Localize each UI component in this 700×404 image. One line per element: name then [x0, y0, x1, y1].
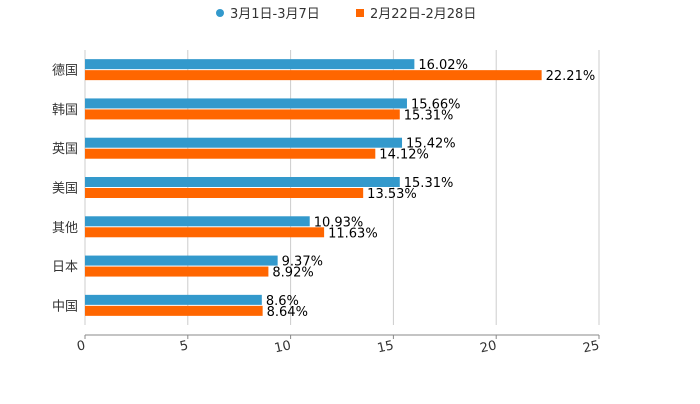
bar[interactable] [85, 294, 262, 305]
x-tick-label: 5 [178, 338, 189, 354]
bar[interactable] [85, 109, 400, 120]
x-tick-label: 10 [273, 338, 292, 356]
data-label: 8.64% [267, 305, 308, 320]
bar[interactable] [85, 59, 415, 70]
data-label: 10.93% [314, 215, 364, 230]
data-label: 8.6% [266, 294, 299, 309]
data-label: 8.92% [272, 266, 313, 281]
y-tick-label: 德国 [52, 64, 78, 79]
legend-marker [216, 9, 224, 17]
bar[interactable] [85, 188, 364, 198]
legend-label[interactable]: 3月1日-3月7日 [230, 7, 320, 22]
data-label: 15.31% [404, 176, 454, 191]
bar[interactable] [85, 70, 542, 81]
data-label: 15.31% [404, 108, 454, 123]
data-label: 11.63% [328, 226, 378, 241]
bar[interactable] [85, 177, 400, 187]
x-tick-label: 0 [76, 338, 87, 354]
y-tick-label: 美国 [52, 182, 78, 197]
x-axis: 0 5 10 15 20 25 [76, 334, 601, 356]
data-label: 15.66% [411, 97, 461, 112]
bar[interactable] [85, 227, 325, 238]
data-label: 14.12% [379, 148, 429, 163]
x-tick-label: 15 [376, 338, 395, 356]
y-tick-label: 韩国 [52, 103, 78, 118]
bar[interactable] [85, 305, 263, 316]
bar[interactable] [85, 137, 403, 148]
data-label: 16.02% [418, 58, 468, 73]
bar[interactable] [85, 255, 278, 266]
bar[interactable] [85, 216, 310, 227]
bars: 16.02%22.21%15.66%15.31%15.42%14.12%15.3… [85, 58, 595, 320]
y-tick-label: 英国 [52, 142, 78, 157]
bar[interactable] [85, 148, 376, 159]
legend-marker [356, 9, 364, 17]
x-tick-label: 20 [479, 338, 498, 356]
data-label: 15.42% [406, 137, 456, 152]
bar[interactable] [85, 98, 407, 109]
legend-label[interactable]: 2月22日-2月28日 [370, 7, 476, 22]
grid [84, 50, 600, 325]
y-tick-label: 日本 [52, 260, 78, 275]
data-label: 22.21% [546, 69, 596, 84]
data-label: 9.37% [282, 255, 323, 270]
data-label: 13.53% [367, 187, 417, 202]
legend: 3月1日-3月7日 2月22日-2月28日 [216, 7, 476, 22]
y-tick-label: 中国 [52, 299, 78, 314]
y-tick-label: 其他 [52, 221, 78, 236]
bar[interactable] [85, 266, 269, 277]
x-tick-label: 25 [582, 338, 601, 356]
